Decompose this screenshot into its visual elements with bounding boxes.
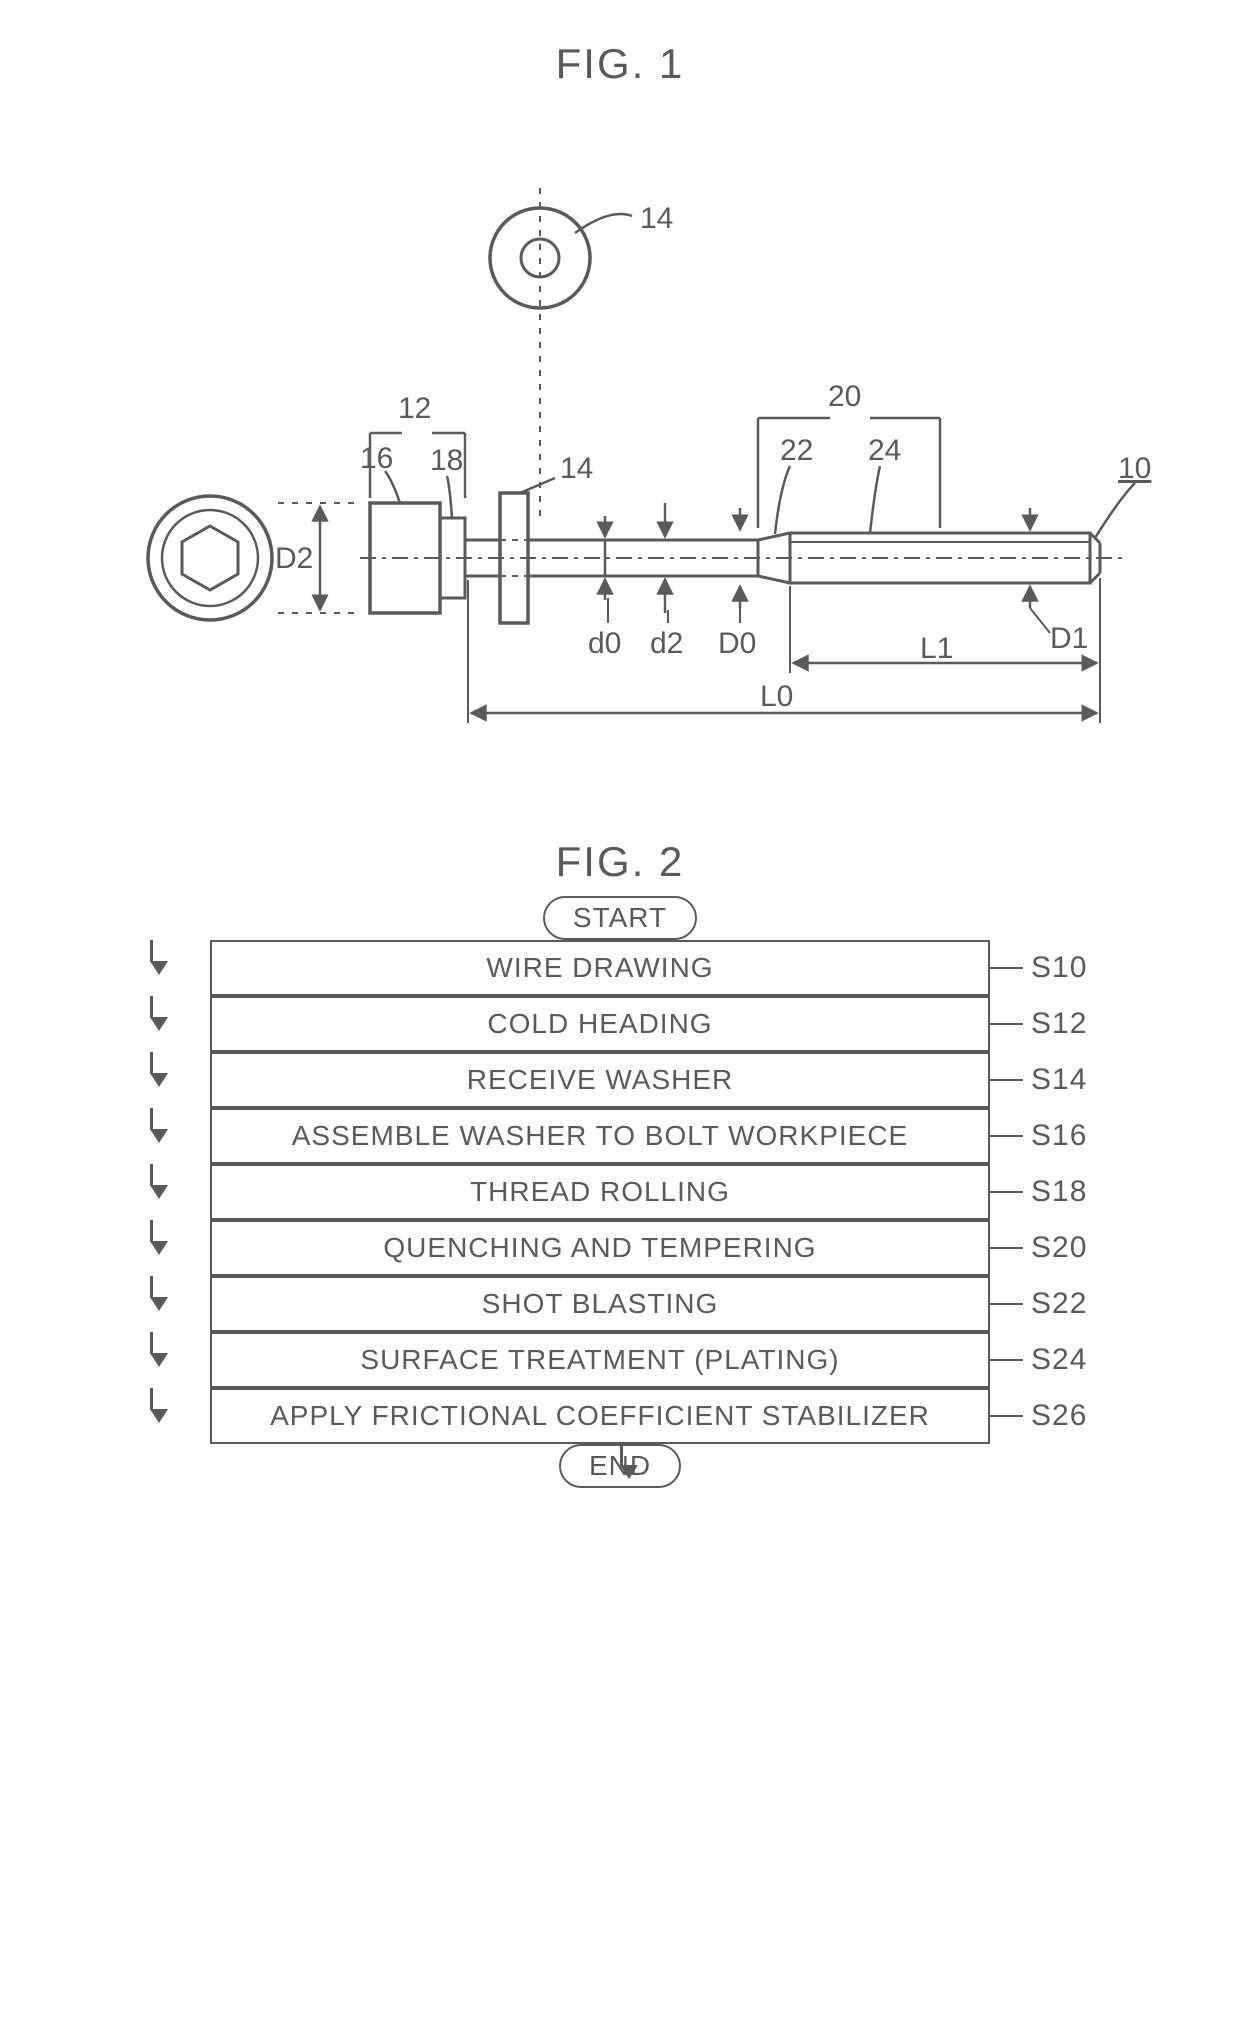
dim-d0: d0 bbox=[588, 627, 621, 660]
flow-step-connector bbox=[990, 1191, 1023, 1194]
flow-step-row: RECEIVE WASHER S14 bbox=[150, 1052, 1090, 1108]
ref-22: 22 bbox=[780, 434, 813, 467]
flow-step-tag: S14 bbox=[1031, 1063, 1087, 1097]
flow-step-row: APPLY FRICTIONAL COEFFICIENT STABILIZER S… bbox=[150, 1388, 1090, 1444]
flow-step-connector bbox=[990, 1247, 1023, 1250]
dim-D2: D2 bbox=[275, 542, 313, 575]
ref-24: 24 bbox=[868, 434, 901, 467]
flow-step-tag: S12 bbox=[1031, 1007, 1087, 1041]
flow-step-tag: S20 bbox=[1031, 1231, 1087, 1265]
flow-step-row: ASSEMBLE WASHER TO BOLT WORKPIECE S16 bbox=[150, 1108, 1090, 1164]
flow-step-connector bbox=[990, 1303, 1023, 1306]
flow-step-connector bbox=[990, 1415, 1023, 1418]
flow-step-box: COLD HEADING bbox=[210, 996, 990, 1052]
dim-d2: d2 bbox=[650, 627, 683, 660]
ref-20: 20 bbox=[828, 380, 861, 413]
flow-step-row: SURFACE TREATMENT (PLATING) S24 bbox=[150, 1332, 1090, 1388]
ref-16: 16 bbox=[360, 442, 393, 475]
flow-step-box: ASSEMBLE WASHER TO BOLT WORKPIECE bbox=[210, 1108, 990, 1164]
hex-head-endview bbox=[148, 496, 272, 620]
dim-D0: D0 bbox=[718, 627, 756, 660]
flow-step-box: WIRE DRAWING bbox=[210, 940, 990, 996]
flow-step-row: QUENCHING AND TEMPERING S20 bbox=[150, 1220, 1090, 1276]
flow-step-box: RECEIVE WASHER bbox=[210, 1052, 990, 1108]
flow-step-connector bbox=[990, 1079, 1023, 1082]
ref-14: 14 bbox=[560, 452, 593, 485]
ref-14-top: 14 bbox=[640, 202, 673, 235]
fig1-title: FIG. 1 bbox=[0, 40, 1240, 88]
flow-step-row: SHOT BLASTING S22 bbox=[150, 1276, 1090, 1332]
ref-18: 18 bbox=[430, 444, 463, 477]
flow-step-row: THREAD ROLLING S18 bbox=[150, 1164, 1090, 1220]
flow-start: START bbox=[543, 896, 697, 940]
flow-step-connector bbox=[990, 1135, 1023, 1138]
fig1-diagram: 14 D2 bbox=[0, 88, 1240, 838]
ref-12: 12 bbox=[398, 392, 431, 425]
flow-step-box: THREAD ROLLING bbox=[210, 1164, 990, 1220]
flow-step-box: SHOT BLASTING bbox=[210, 1276, 990, 1332]
ref-10: 10 bbox=[1118, 452, 1151, 485]
dim-L1: L1 bbox=[920, 632, 953, 665]
flow-step-tag: S16 bbox=[1031, 1119, 1087, 1153]
fig2-flowchart: START WIRE DRAWING S10 COLD HEADING S12 RECE… bbox=[0, 896, 1240, 1488]
flow-step-connector bbox=[990, 1359, 1023, 1362]
flow-step-box: APPLY FRICTIONAL COEFFICIENT STABILIZER bbox=[210, 1388, 990, 1444]
dim-D1: D1 bbox=[1050, 622, 1088, 655]
flow-step-connector bbox=[990, 967, 1023, 970]
flow-step-box: SURFACE TREATMENT (PLATING) bbox=[210, 1332, 990, 1388]
flow-step-tag: S26 bbox=[1031, 1399, 1087, 1433]
flow-step-connector bbox=[990, 1023, 1023, 1026]
flow-step-row: COLD HEADING S12 bbox=[150, 996, 1090, 1052]
flow-step-tag: S18 bbox=[1031, 1175, 1087, 1209]
flow-step-tag: S22 bbox=[1031, 1287, 1087, 1321]
flow-step-tag: S10 bbox=[1031, 951, 1087, 985]
fig2-title: FIG. 2 bbox=[0, 838, 1240, 886]
flow-step-row: WIRE DRAWING S10 bbox=[150, 940, 1090, 996]
dim-L0: L0 bbox=[760, 680, 793, 713]
flow-step-tag: S24 bbox=[1031, 1343, 1087, 1377]
flow-step-box: QUENCHING AND TEMPERING bbox=[210, 1220, 990, 1276]
